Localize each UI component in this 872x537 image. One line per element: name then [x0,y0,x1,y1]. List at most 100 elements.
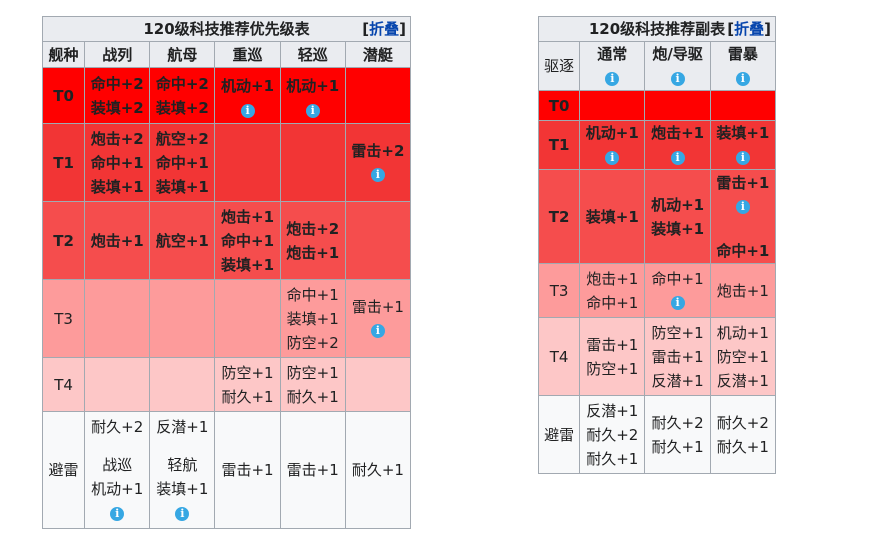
table-cell: 耐久+2 战巡 机动+1 i [84,411,151,529]
table-cell: 雷击+1 i [344,279,412,358]
info-icon[interactable]: i [370,324,385,338]
table-cell: 航空+2 命中+1 装填+1 [149,123,216,202]
table-cell [344,357,412,412]
tier-label: T1 [41,123,86,202]
collapse-toggle[interactable]: [折叠] [727,20,771,38]
table-cell [279,123,346,202]
table-cell: 装填+1 [579,169,646,264]
table-cell: 机动+1 i [579,120,646,170]
table-cell [149,279,216,358]
table-cell [709,90,777,121]
table-cell: 防空+1 耐久+1 [214,357,281,412]
header-destroyer: 驱逐 [537,41,581,91]
table-cell: 命中+2 装填+2 [149,67,216,124]
table-cell: 炮击+1 i [644,120,711,170]
table-caption: 120级科技推荐优先级表 [折叠] [42,16,411,42]
table-row: T1 机动+1 i 炮击+1 i 装填+1 i [537,120,777,170]
table-cell [149,357,216,412]
table-cell: 装填+1 i [709,120,777,170]
table-row: 避雷 耐久+2 战巡 机动+1 i 反潜+1 轻航 装填+1 i 雷击+1 雷击+1… [41,411,412,529]
header-heavy-cruiser: 重巡 [214,41,281,68]
header-ship-type: 舰种 [41,41,86,68]
table-cell: 防空+1 雷击+1 反潜+1 [644,317,711,396]
table-cell [344,67,412,124]
table-cell: 防空+1 耐久+1 [279,357,346,412]
table-cell [214,123,281,202]
tier-label: 避雷 [537,395,581,474]
table-row: 避雷 反潜+1 耐久+2 耐久+1 耐久+2 耐久+1 耐久+2 耐久+1 [537,395,777,474]
table-cell: 命中+1 装填+1 防空+2 [279,279,346,358]
info-icon[interactable]: i [305,103,320,118]
tier-label: T0 [537,90,581,121]
table-row: T2 炮击+1 航空+1 炮击+1 命中+1 装填+1 炮击+2 炮击+1 [41,201,412,280]
table-cell: 耐久+2 耐久+1 [709,395,777,474]
table-row: T0 命中+2 装填+2 命中+2 装填+2 机动+1 i 机动+1 i [41,67,412,124]
caption-text: 120级科技推荐优先级表 [143,20,310,38]
table-cell: 雷击+1 [279,411,346,529]
info-icon[interactable]: i [175,506,190,521]
header-torpedo: 雷暴 i [709,41,777,91]
table-cell: 炮击+2 炮击+1 [279,201,346,280]
collapse-link[interactable]: 折叠 [734,20,765,38]
table-cell: 雷击+1 防空+1 [579,317,646,396]
table-cell [84,279,151,358]
table-cell: 机动+1 i [214,67,281,124]
table-cell: 炮击+1 命中+1 [579,263,646,318]
info-icon[interactable]: i [670,150,685,165]
table-row: T3 命中+1 装填+1 防空+2 雷击+1 i [41,279,412,358]
table-row: T4 防空+1 耐久+1 防空+1 耐久+1 [41,357,412,412]
info-icon[interactable]: i [670,71,685,86]
table-cell: 炮击+2 命中+1 装填+1 [84,123,151,202]
table-cell: 雷击+1 i 命中+1 [709,169,777,264]
info-icon[interactable]: i [735,71,750,86]
tier-label: 避雷 [41,411,86,529]
collapse-toggle[interactable]: [折叠] [362,20,406,38]
info-icon[interactable]: i [240,103,255,118]
header-gun-destroyer: 炮/导驱 i [644,41,711,91]
table-cell [344,201,412,280]
tech-priority-table: 120级科技推荐优先级表 [折叠] 舰种 战列 航母 重巡 轻巡 潜艇 T0 命… [41,16,412,529]
table-cell: 反潜+1 轻航 装填+1 i [149,411,216,529]
table-cell [84,357,151,412]
table-row: T2 装填+1 机动+1 装填+1 雷击+1 i 命中+1 [537,169,777,264]
info-icon[interactable]: i [670,296,685,310]
tier-label: T3 [537,263,581,318]
info-icon[interactable]: i [110,506,125,521]
table-cell: 雷击+2 i [344,123,412,202]
info-icon[interactable]: i [605,71,620,86]
info-icon[interactable]: i [605,150,620,165]
table-cell: 雷击+1 [214,411,281,529]
caption-text: 120级科技推荐副表 [588,20,726,38]
tier-label: T1 [537,120,581,170]
table-cell: 命中+1 i [644,263,711,318]
header-submarine: 潜艇 [344,41,412,68]
tier-label: T4 [41,357,86,412]
collapse-link[interactable]: 折叠 [369,20,400,38]
table-row: T0 [537,90,777,121]
header-battleship: 战列 [84,41,151,68]
table-cell: 航空+1 [149,201,216,280]
info-icon[interactable]: i [735,150,750,165]
table-cell: 炮击+1 命中+1 装填+1 [214,201,281,280]
table-cell: 耐久+1 [344,411,412,529]
table-cell: 反潜+1 耐久+2 耐久+1 [579,395,646,474]
header-carrier: 航母 [149,41,216,68]
table-cell: 机动+1 装填+1 [644,169,711,264]
tier-label: T0 [41,67,86,124]
table-cell [579,90,646,121]
info-icon[interactable]: i [370,168,385,182]
tier-label: T4 [537,317,581,396]
table-cell: 机动+1 i [279,67,346,124]
table-cell: 命中+2 装填+2 [84,67,151,124]
table-row: T1 炮击+2 命中+1 装填+1 航空+2 命中+1 装填+1 雷击+2 i [41,123,412,202]
header-light-cruiser: 轻巡 [279,41,346,68]
table-row: T4 雷击+1 防空+1 防空+1 雷击+1 反潜+1 机动+1 防空+1 反潜+1 [537,317,777,396]
tier-label: T3 [41,279,86,358]
info-icon[interactable]: i [735,200,750,214]
table-row: T3 炮击+1 命中+1 命中+1 i 炮击+1 [537,263,777,318]
table-cell: 炮击+1 [84,201,151,280]
tier-label: T2 [41,201,86,280]
tier-label: T2 [537,169,581,264]
table-cell: 耐久+2 耐久+1 [644,395,711,474]
header-normal: 通常 i [579,41,646,91]
